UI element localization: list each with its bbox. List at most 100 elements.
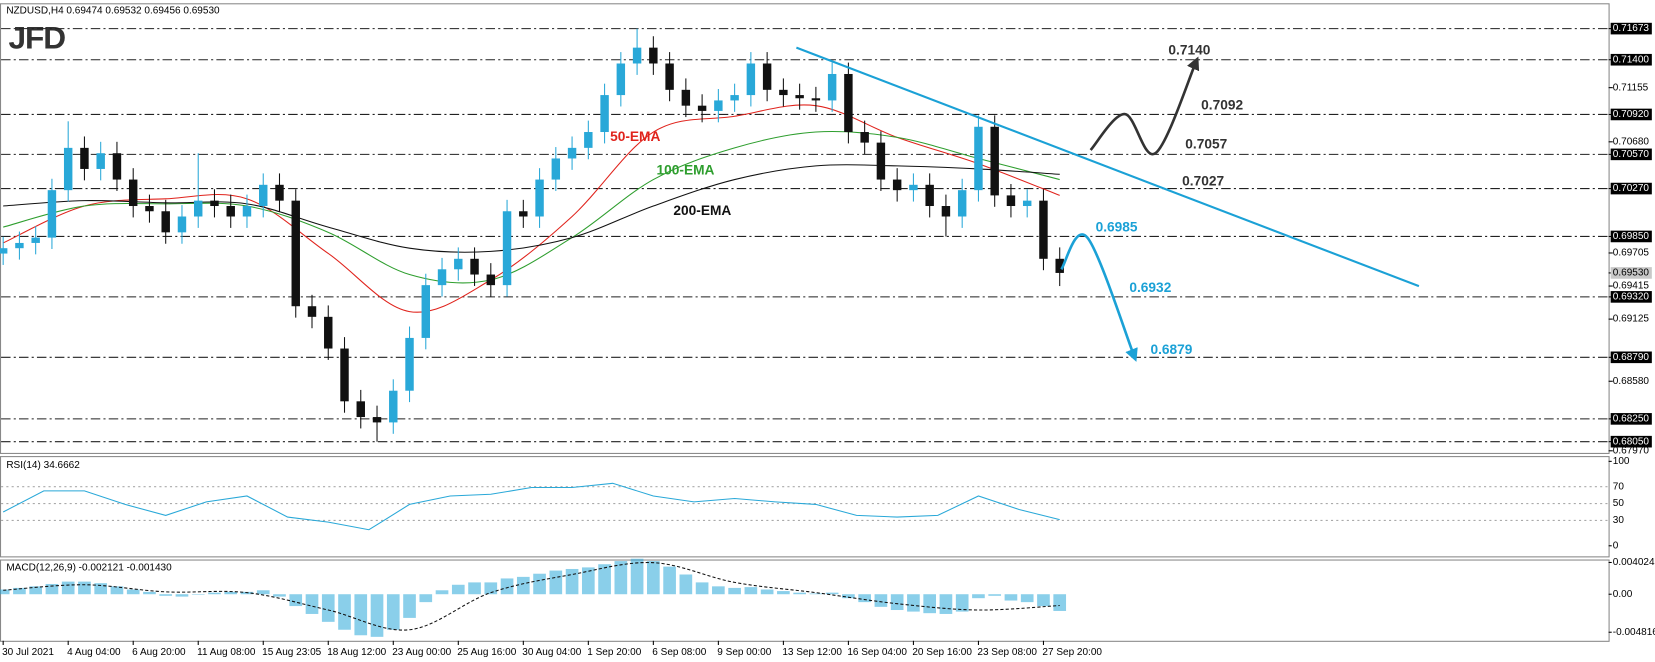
x-tick-label: 1 Sep 20:00 (587, 647, 641, 658)
x-tick-label: 13 Sep 12:00 (782, 647, 842, 658)
candle-body (340, 348, 349, 402)
ema-line (2, 104, 1060, 313)
candle-body (470, 258, 479, 275)
macd-bar (208, 592, 221, 595)
chart-title: NZDUSD,H4 0.69474 0.69532 0.69456 0.6953… (6, 5, 220, 16)
macd-bar (143, 591, 156, 595)
macd-tick-label: 0.004024 (1613, 557, 1655, 568)
candle-body (389, 390, 398, 423)
macd-bar (451, 584, 465, 595)
candle-body (486, 274, 496, 286)
candle-body (177, 216, 187, 233)
macd-bar (955, 594, 969, 612)
macd-bar (500, 578, 514, 595)
level-annotation: 0.7140 (1168, 42, 1210, 57)
logo: JFD (8, 20, 65, 56)
macd-bar (386, 594, 400, 630)
rsi-tick-label: 70 (1613, 481, 1625, 492)
candle-body (145, 206, 154, 212)
macd-bar (126, 589, 140, 595)
ema-label: 50-EMA (610, 129, 660, 144)
ema-line (3, 164, 1060, 253)
x-tick-label: 4 Aug 04:00 (67, 647, 121, 658)
candle-body (567, 147, 577, 159)
candle-body (876, 142, 886, 180)
macd-bar (224, 591, 238, 595)
macd-bar (630, 558, 644, 595)
candle-body (259, 184, 268, 207)
macd-bar (533, 573, 546, 595)
candle-body (584, 132, 593, 148)
candle-body (502, 211, 512, 286)
rsi-line (2, 482, 1060, 531)
candle-body (405, 337, 414, 391)
macd-bar (809, 593, 823, 595)
macd-bar (825, 592, 839, 595)
rsi-panel (0, 456, 1610, 558)
candle-body (356, 401, 365, 418)
candle-body (746, 63, 756, 96)
candle-body (372, 417, 382, 423)
macd-bar (159, 594, 173, 596)
candle-body (1022, 200, 1032, 207)
macd-bar (712, 586, 725, 595)
macd-bar (94, 583, 108, 595)
macd-bar (419, 594, 433, 603)
candle-body (421, 285, 431, 338)
macd-bar (1053, 594, 1067, 611)
candle-body (437, 269, 447, 286)
level-box (1610, 230, 1652, 243)
level-box (1610, 148, 1652, 161)
rsi-tick-label: 30 (1613, 515, 1625, 526)
macd-title: MACD(12,26,9) -0.002121 -0.001430 (6, 563, 172, 574)
y-tick-label: 0.68790 (1613, 352, 1650, 363)
x-tick-label: 20 Sep 16:00 (912, 647, 972, 658)
rsi-tick-label: 50 (1613, 498, 1625, 509)
macd-bar (581, 567, 595, 595)
candle-body (600, 95, 609, 133)
macd-bar (484, 582, 498, 595)
macd-bar (78, 581, 91, 595)
x-tick-label: 25 Aug 16:00 (457, 647, 516, 658)
y-tick-label: 0.71673 (1613, 23, 1650, 34)
candle-body (1006, 195, 1016, 207)
candle-body (161, 211, 170, 233)
y-tick-label: 0.69705 (1613, 248, 1650, 259)
candle-body (860, 132, 869, 143)
macd-bar (988, 594, 1002, 596)
macd-bar (565, 568, 579, 595)
candle-body (454, 258, 463, 270)
y-tick-label: 0.69850 (1613, 231, 1650, 242)
x-tick-label: 23 Aug 00:00 (392, 647, 451, 658)
macd-bar (435, 590, 449, 595)
y-tick-label: 0.69530 (1613, 268, 1650, 279)
candle-body (31, 237, 40, 243)
level-annotation: 0.6879 (1150, 342, 1192, 357)
candle-body (47, 190, 57, 238)
candle-body (307, 306, 317, 317)
macd-bar (403, 594, 416, 618)
level-box (1610, 22, 1652, 35)
rsi-tick-label: 0 (1613, 540, 1619, 551)
y-tick-label: 0.69320 (1613, 292, 1650, 303)
candle-body (681, 89, 691, 106)
macd-bar (923, 594, 937, 614)
macd-bar (468, 582, 481, 595)
candle-body (1055, 258, 1064, 273)
y-tick-label: 0.71400 (1613, 54, 1650, 65)
current-price-box (1610, 267, 1652, 279)
candle-body (925, 184, 934, 207)
level-box (1610, 108, 1652, 121)
candle-body (795, 95, 804, 99)
macd-bar (777, 591, 790, 595)
level-box (1610, 351, 1652, 364)
y-tick-label: 0.69125 (1613, 314, 1650, 325)
x-tick-label: 27 Sep 20:00 (1042, 647, 1102, 658)
candle-body (242, 206, 252, 217)
candle-body (762, 63, 772, 90)
candle-body (827, 73, 837, 101)
candle-body (892, 179, 902, 191)
candle-body (632, 47, 642, 64)
macd-bar (842, 594, 855, 599)
